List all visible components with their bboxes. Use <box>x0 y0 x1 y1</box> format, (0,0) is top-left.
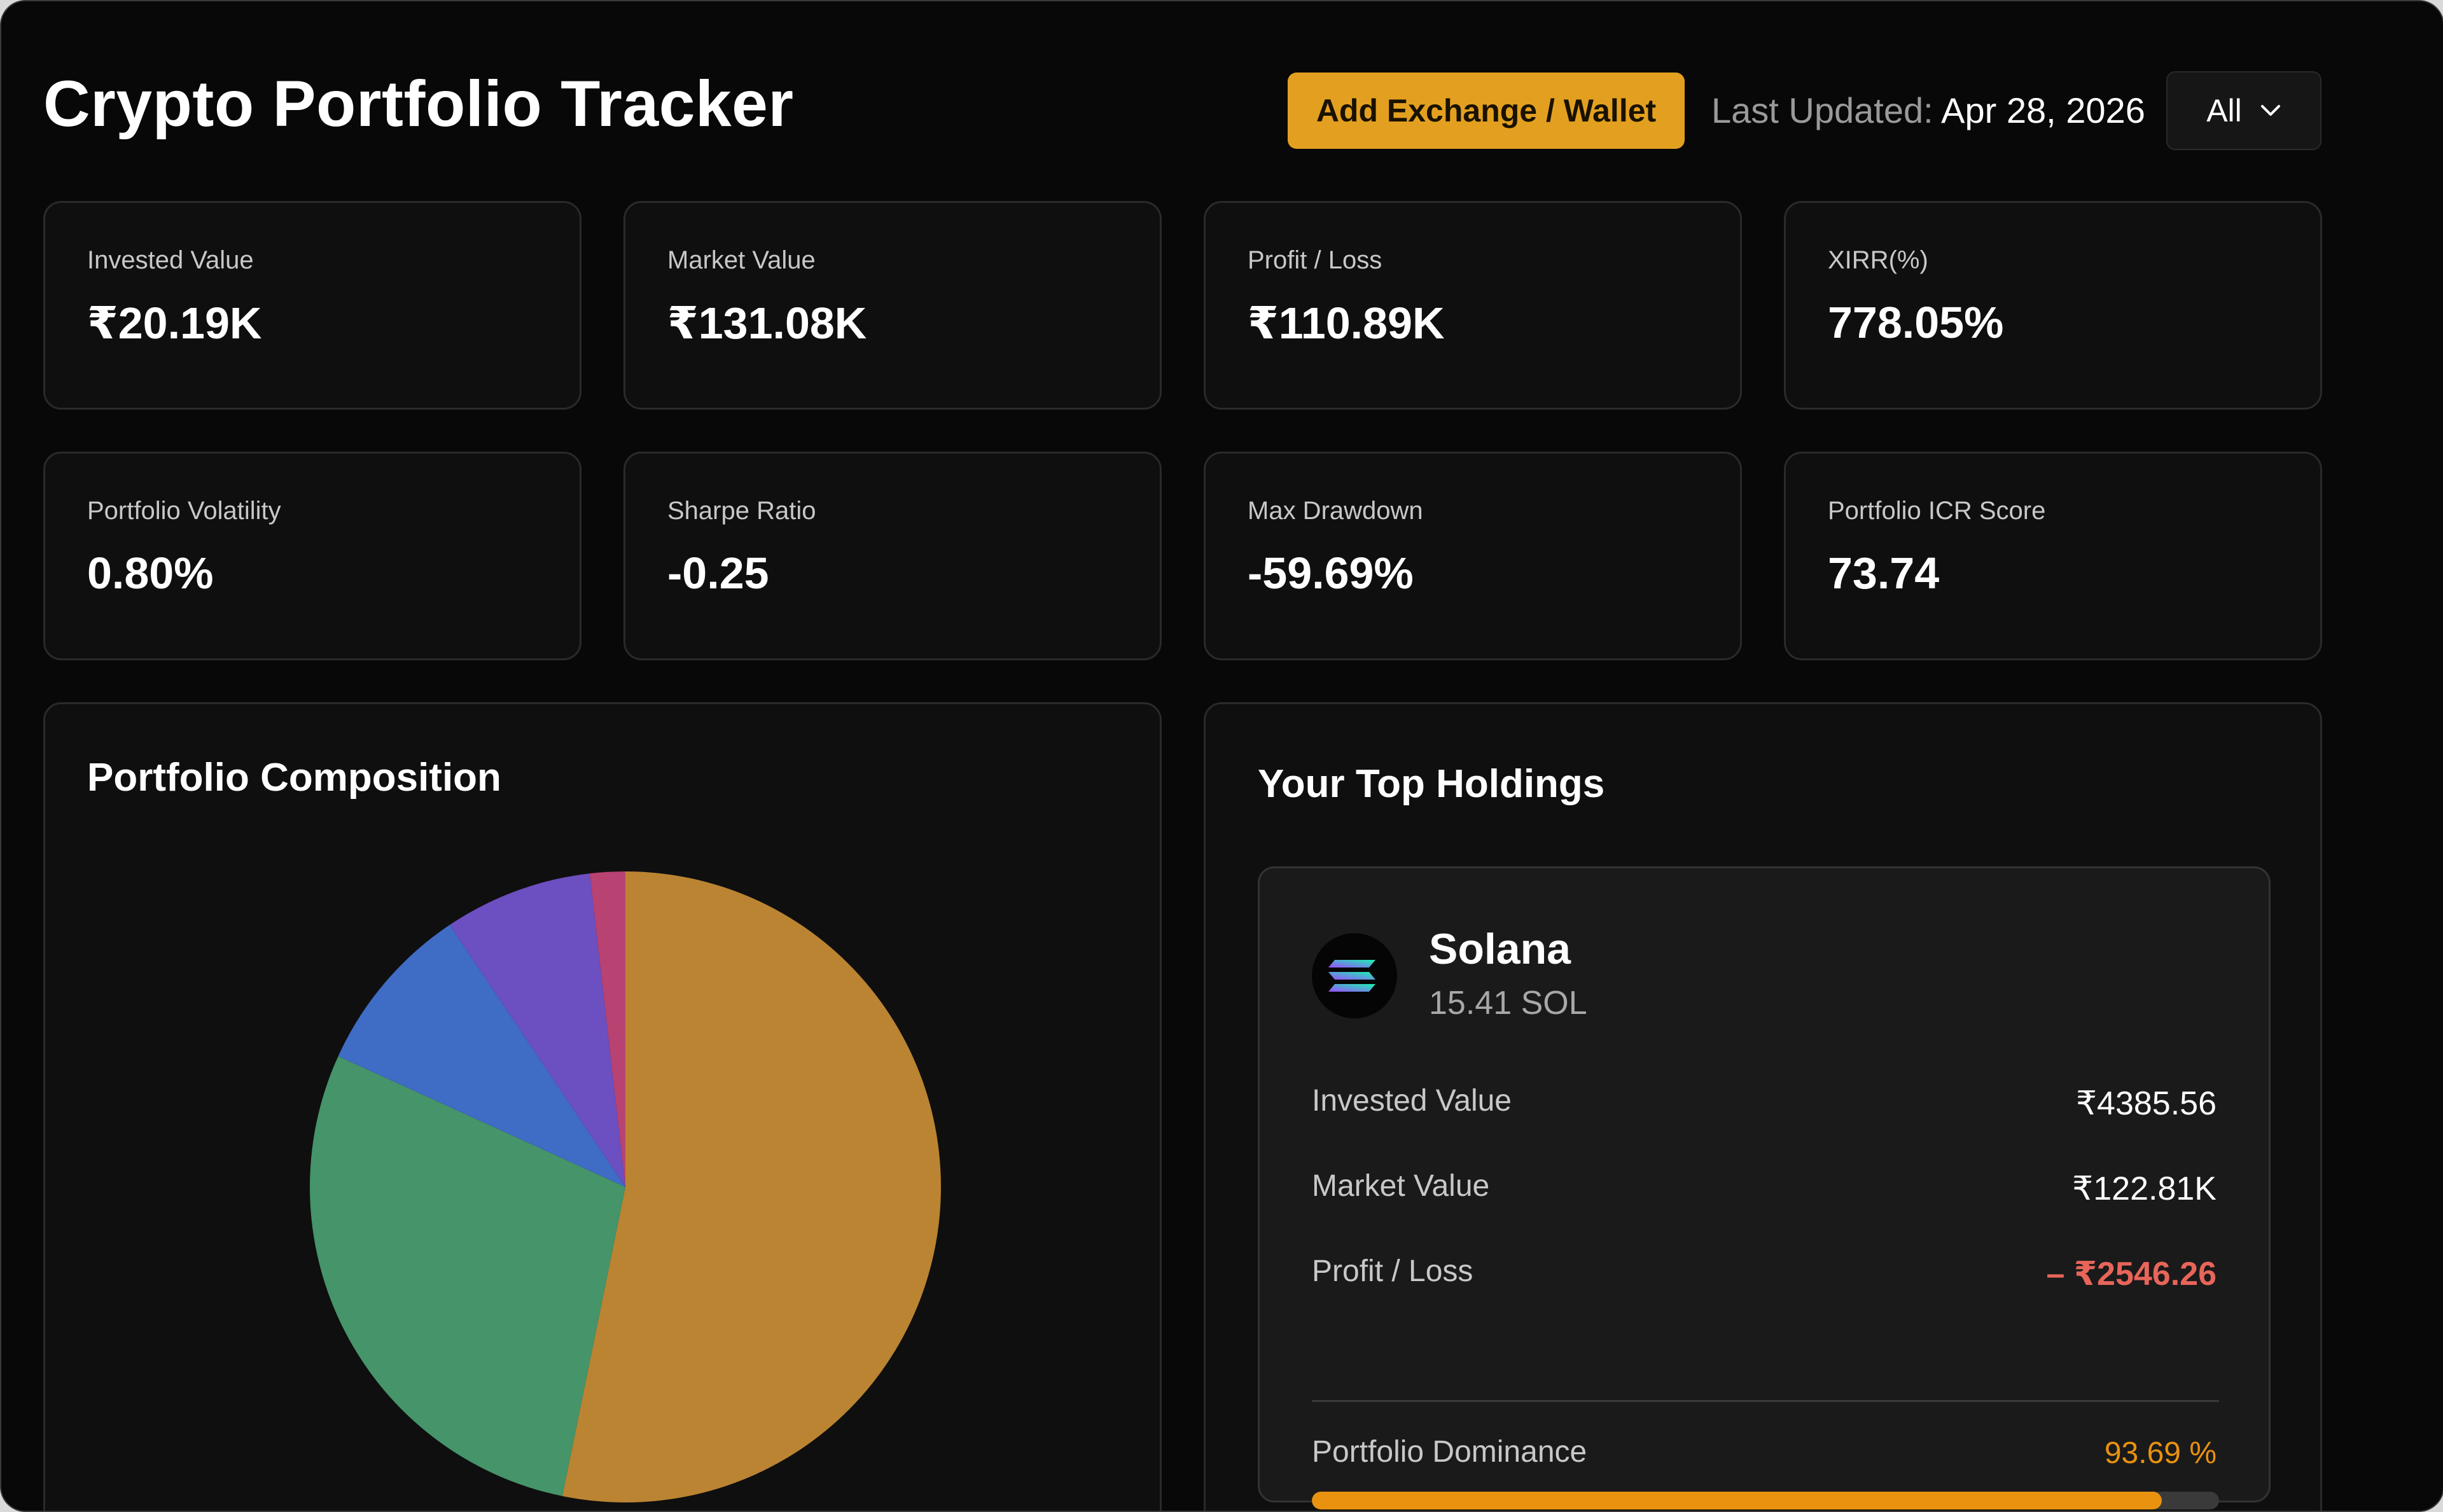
composition-title: Portfolio Composition <box>87 756 501 800</box>
portfolio-dominance-label: Portfolio Dominance <box>1312 1435 1587 1469</box>
metric-label: Portfolio ICR Score <box>1828 497 2046 525</box>
metric-value: ₹20.19K <box>87 298 262 348</box>
coin-name: Solana <box>1429 925 1571 973</box>
last-updated-label: Last Updated: <box>1711 90 1933 130</box>
divider <box>1312 1400 2219 1402</box>
pie-slice-2[interactable] <box>338 925 625 1187</box>
profit-loss-value: – ₹2546.26 <box>2046 1256 2217 1293</box>
top-holdings-panel: Your Top Holdings Solana 15.41 S <box>1204 702 2322 1511</box>
metric-label: Max Drawdown <box>1248 497 1423 525</box>
pie-slice-4[interactable] <box>590 871 625 1187</box>
portfolio-composition-panel: Portfolio Composition <box>43 702 1162 1511</box>
pie-slice-0[interactable] <box>562 871 942 1502</box>
profit-loss-label: Profit / Loss <box>1312 1254 1473 1288</box>
metric-value: ₹131.08K <box>667 298 867 348</box>
metric-label: Portfolio Volatility <box>87 497 281 525</box>
metric-card-max-drawdown: Max Drawdown -59.69% <box>1204 452 1742 660</box>
metric-value: 778.05% <box>1828 298 2004 347</box>
metric-value: -59.69% <box>1248 548 1414 598</box>
chevron-down-icon <box>2260 105 2280 116</box>
last-updated-value: Apr 28, 2026 <box>1941 90 2145 130</box>
metric-label: Sharpe Ratio <box>667 497 816 525</box>
metric-value: 0.80% <box>87 548 214 598</box>
metric-value: 73.74 <box>1828 548 1940 598</box>
holdings-title: Your Top Holdings <box>1258 762 1605 806</box>
holding-card-solana[interactable]: Solana 15.41 SOL Invested Value ₹4385.56… <box>1258 866 2271 1509</box>
filter-dropdown[interactable]: All <box>2166 71 2321 150</box>
solana-logo-icon <box>1312 933 1397 1018</box>
market-value: ₹122.81K <box>2072 1170 2217 1207</box>
metric-card-profit-loss: Profit / Loss ₹110.89K <box>1204 201 1742 410</box>
metric-label: XIRR(%) <box>1828 246 1928 274</box>
metric-card-portfolio-volatility: Portfolio Volatility 0.80% <box>43 452 581 660</box>
filter-selected-value: All <box>2206 93 2242 128</box>
metric-card-xirr: XIRR(%) 778.05% <box>1784 201 2322 410</box>
metric-label: Profit / Loss <box>1248 246 1382 274</box>
coin-amount: 15.41 SOL <box>1429 985 1587 1022</box>
invested-value: ₹4385.56 <box>2075 1085 2217 1122</box>
metric-value: -0.25 <box>667 548 769 598</box>
metric-card-sharpe-ratio: Sharpe Ratio -0.25 <box>623 452 1162 660</box>
metric-card-invested-value: Invested Value ₹20.19K <box>43 201 581 410</box>
metric-value: ₹110.89K <box>1248 298 1445 348</box>
metric-label: Invested Value <box>87 246 254 274</box>
dominance-progress-bar <box>1312 1492 2219 1509</box>
metric-card-market-value: Market Value ₹131.08K <box>623 201 1162 410</box>
pie-slice-3[interactable] <box>449 873 625 1187</box>
metric-card-icr-score: Portfolio ICR Score 73.74 <box>1784 452 2322 660</box>
invested-value-label: Invested Value <box>1312 1084 1512 1118</box>
last-updated: Last Updated: Apr 28, 2026 <box>1711 85 2145 136</box>
dominance-progress-fill <box>1312 1492 2162 1509</box>
market-value-label: Market Value <box>1312 1169 1490 1203</box>
composition-pie-chart <box>310 871 942 1502</box>
portfolio-dominance-value: 93.69 % <box>2104 1436 2217 1470</box>
pie-slice-1[interactable] <box>310 1056 625 1497</box>
metric-label: Market Value <box>667 246 816 274</box>
page-title: Crypto Portfolio Tracker <box>43 67 794 140</box>
add-exchange-wallet-button[interactable]: Add Exchange / Wallet <box>1288 73 1685 149</box>
